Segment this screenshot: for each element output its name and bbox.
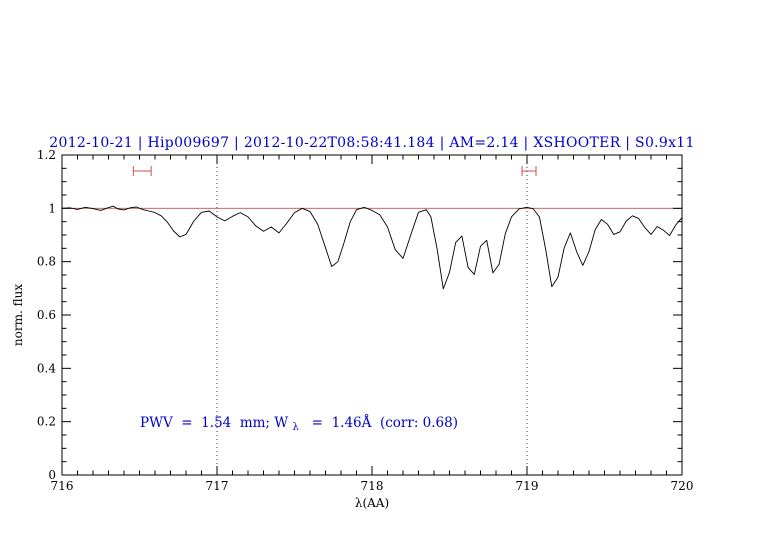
x-tick-label: 716 <box>51 479 74 493</box>
y-tick-label: 1.2 <box>37 148 56 162</box>
x-tick-label: 718 <box>361 479 384 493</box>
x-tick-label: 717 <box>206 479 229 493</box>
x-tick-label: 720 <box>671 479 694 493</box>
gridline-layer <box>216 155 528 475</box>
y-tick-label: 0.8 <box>37 255 56 269</box>
telluric-band-marker <box>521 166 537 176</box>
spectrum-line-layer <box>61 205 683 290</box>
pwv-annotation-pre: PWV = 1.54 mm; W <box>140 415 288 431</box>
telluric-marker-layer <box>132 166 537 176</box>
pwv-annotation-lambda-subscript: λ <box>292 422 299 433</box>
x-tick-label: 719 <box>516 479 539 493</box>
pwv-annotation: PWV = 1.54 mm; W λ = 1.46Å (corr: 0.68) <box>140 415 458 434</box>
y-axis-label: norm. flux <box>11 284 25 346</box>
x-axis-label: λ(AA) <box>355 496 389 510</box>
y-tick-label: 0 <box>48 468 56 482</box>
plot-frame <box>61 154 683 476</box>
y-tick-label: 0.4 <box>37 361 56 375</box>
spectrum-line <box>61 205 683 290</box>
telluric-band-marker <box>132 166 152 176</box>
y-tick-label: 0.2 <box>37 415 56 429</box>
pwv-annotation-post: = 1.46Å (corr: 0.68) <box>303 415 458 431</box>
plot-title: 2012-10-21 | Hip009697 | 2012-10-22T08:5… <box>49 135 694 151</box>
tick-label-layer: 716 717 718 719 720 0 0.2 0.4 0.6 0.8 1 1.2 <box>37 148 694 493</box>
y-tick-label: 1 <box>48 201 56 215</box>
y-tick-label: 0.6 <box>37 308 56 322</box>
